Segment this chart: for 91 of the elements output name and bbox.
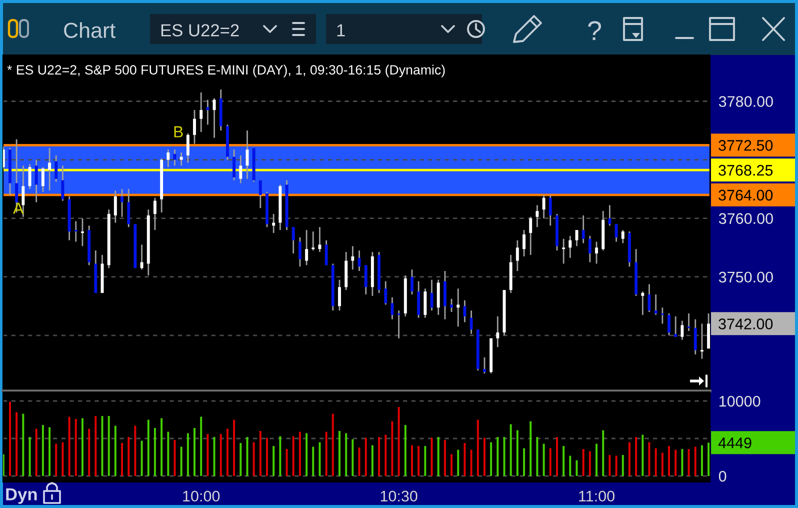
candlestick — [34, 159, 38, 203]
candlestick — [648, 283, 651, 313]
candlestick — [483, 356, 486, 374]
candlestick — [568, 235, 572, 259]
candlestick — [312, 230, 315, 252]
candlestick — [424, 288, 427, 319]
candlestick — [522, 229, 526, 258]
candlestick — [173, 148, 176, 166]
text: 3742.00 — [718, 318, 773, 330]
ref-line-label: 3772.50 — [718, 140, 773, 151]
candlestick — [180, 152, 183, 166]
candlestick — [318, 226, 322, 253]
candlestick — [239, 154, 242, 184]
candlestick — [680, 320, 684, 340]
candlestick — [232, 148, 236, 181]
candlestick — [127, 188, 130, 228]
candlestick — [61, 164, 64, 202]
candlestick — [542, 194, 546, 220]
y-tick-label: 3760.00 — [718, 213, 773, 224]
candlestick — [364, 264, 368, 296]
x-tick-label: 10:00 — [183, 490, 220, 502]
annotation: 4449 — [718, 438, 752, 448]
candlestick — [582, 214, 585, 244]
candlestick — [140, 244, 144, 270]
candlestick — [417, 280, 420, 319]
candlestick — [390, 296, 394, 320]
candlestick — [28, 163, 32, 190]
annotation: B — [174, 126, 183, 138]
candlestick — [700, 322, 704, 360]
candlestick — [22, 164, 25, 218]
candlestick — [54, 154, 58, 182]
candlestick — [80, 218, 84, 247]
candlestick — [687, 312, 690, 332]
candlestick — [358, 250, 361, 272]
candlestick — [674, 316, 678, 338]
candlestick — [166, 148, 170, 168]
candlestick — [292, 226, 295, 254]
candlestick — [384, 280, 388, 306]
candlestick — [588, 235, 592, 263]
candlestick — [595, 241, 598, 264]
candlestick — [548, 194, 552, 226]
x-tick-label: 11:00 — [579, 490, 614, 502]
candlestick — [463, 300, 466, 323]
candlestick — [660, 306, 664, 324]
x-tick-label: 10:30 — [380, 490, 418, 502]
candlestick — [496, 316, 500, 348]
candlestick — [351, 245, 354, 270]
candlestick — [536, 204, 539, 228]
candlestick — [608, 204, 612, 226]
y-tick-label: 10000 — [720, 396, 760, 407]
ref-line-label: 3768.25 — [718, 164, 773, 176]
text: Dyn — [6, 488, 37, 504]
candlestick — [621, 229, 624, 244]
candlestick — [74, 220, 78, 242]
candlestick — [305, 229, 308, 266]
y-tick-label: 0 — [718, 470, 726, 482]
text: * ES U22=2, S&P 500 FUTURES E-MINI (DAY), 1, 09:30-16:15 (Dynamic) — [7, 64, 445, 78]
ref-line-label: 3764.00 — [718, 190, 773, 201]
candlestick — [654, 294, 658, 316]
candlestick — [614, 223, 618, 242]
y-tick-label: 3780.00 — [718, 96, 773, 107]
candlestick — [258, 180, 262, 209]
candlestick — [193, 109, 196, 144]
candlestick — [562, 238, 566, 264]
candlestick — [41, 166, 44, 193]
candlestick — [641, 290, 644, 316]
candlestick — [450, 298, 454, 313]
candlestick — [298, 236, 302, 268]
text: Chart — [64, 22, 116, 38]
candlestick — [338, 279, 341, 312]
candlestick — [410, 268, 414, 296]
candlestick — [529, 216, 532, 256]
candlestick — [153, 197, 156, 231]
candlestick — [200, 92, 203, 133]
candlestick — [470, 310, 473, 335]
candlestick — [668, 312, 670, 336]
candlestick — [114, 190, 117, 224]
candlestick — [516, 240, 519, 272]
candlestick — [206, 99, 210, 126]
y-tick-label: 3750.00 — [718, 272, 773, 283]
candlestick — [186, 132, 190, 164]
candlestick — [694, 318, 697, 356]
candlestick — [120, 188, 124, 218]
text: 1 — [337, 24, 345, 36]
candlestick — [212, 98, 216, 139]
candlestick — [397, 310, 400, 340]
candlestick — [456, 288, 460, 328]
candlestick — [324, 240, 328, 266]
candlestick — [272, 213, 276, 234]
candlestick — [48, 147, 52, 192]
text: ES U22=2 — [161, 24, 239, 36]
